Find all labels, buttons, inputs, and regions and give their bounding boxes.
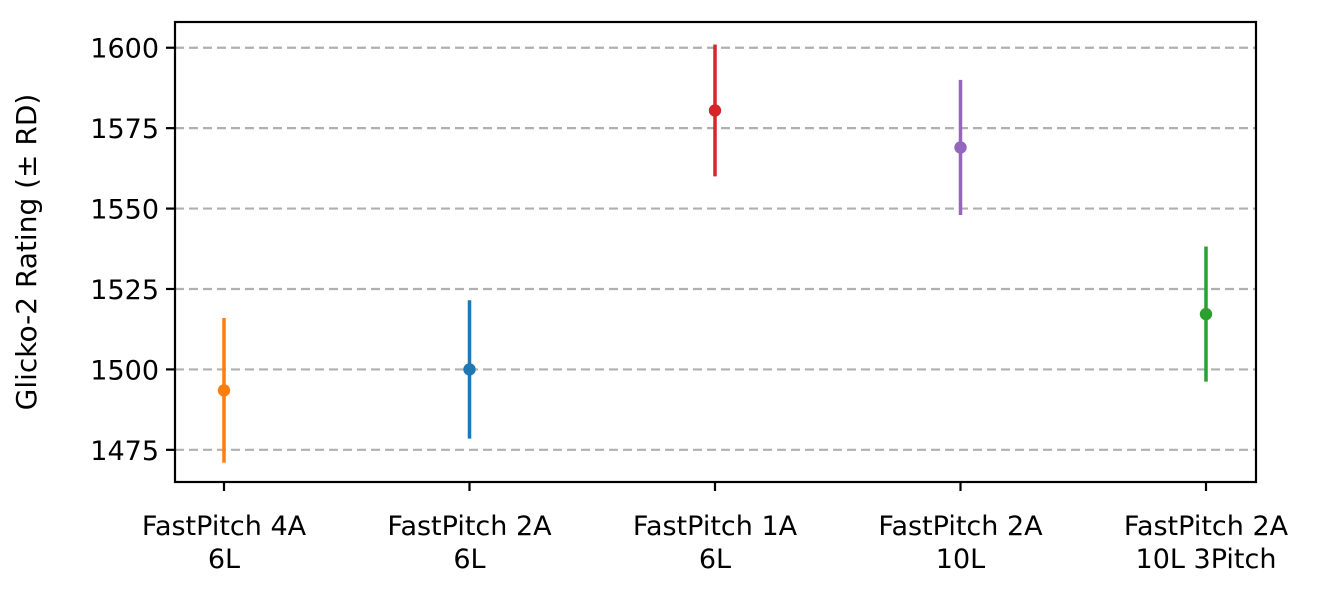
x-tick-label: FastPitch 4A — [142, 511, 307, 542]
x-tick-label: FastPitch 2A — [878, 511, 1043, 542]
y-tick-label: 1475 — [90, 436, 159, 467]
data-series — [217, 44, 1213, 463]
y-tick-label: 1500 — [90, 355, 159, 386]
x-tick-label: 6L — [699, 544, 731, 575]
x-tick-label: 10L — [936, 544, 985, 575]
x-tick-label: FastPitch 1A — [633, 511, 798, 542]
y-axis: 1475 1500 1525 1550 1575 1600 — [90, 34, 175, 467]
data-point — [1199, 307, 1213, 321]
x-tick-label: FastPitch 2A — [387, 511, 552, 542]
y-tick-label: 1575 — [90, 114, 159, 145]
x-tick-label: 6L — [208, 544, 240, 575]
y-axis-label: Glicko-2 Rating (± RD) — [10, 94, 43, 411]
data-point — [708, 104, 722, 117]
x-tick-label: 10L 3Pitch — [1136, 544, 1277, 575]
y-tick-label: 1550 — [90, 195, 159, 226]
data-point — [954, 141, 967, 154]
y-tick-label: 1600 — [90, 34, 159, 65]
x-tick-label: FastPitch 2A — [1124, 511, 1289, 542]
x-tick-label: 6L — [453, 544, 485, 575]
data-point — [217, 384, 231, 397]
y-tick-label: 1525 — [90, 275, 159, 306]
data-point — [463, 363, 476, 376]
